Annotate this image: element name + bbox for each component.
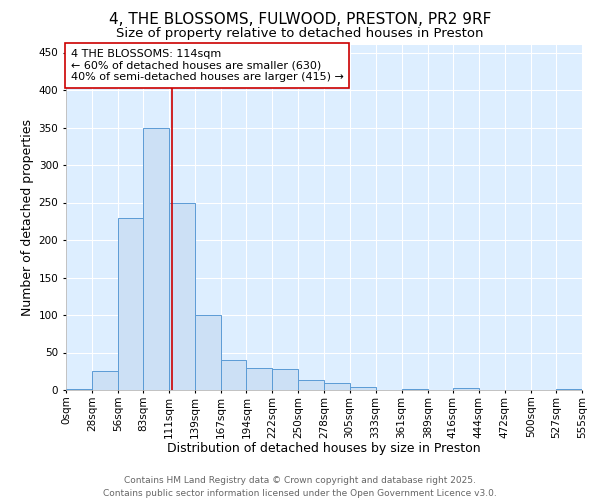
Bar (143, 128, 169, 390)
Text: Size of property relative to detached houses in Preston: Size of property relative to detached ho… (116, 28, 484, 40)
Bar (325, 382, 350, 390)
Bar (401, 388, 428, 390)
Bar (92, 371, 118, 390)
Bar (221, 360, 247, 390)
Text: 4 THE BLOSSOMS: 114sqm
← 60% of detached houses are smaller (630)
40% of semi-de: 4 THE BLOSSOMS: 114sqm ← 60% of detached… (71, 49, 344, 82)
Text: 4, THE BLOSSOMS, FULWOOD, PRESTON, PR2 9RF: 4, THE BLOSSOMS, FULWOOD, PRESTON, PR2 9… (109, 12, 491, 28)
Bar (247, 368, 272, 390)
Bar (298, 380, 325, 390)
Bar (195, 315, 221, 390)
Bar (272, 369, 298, 390)
X-axis label: Distribution of detached houses by size in Preston: Distribution of detached houses by size … (167, 442, 481, 455)
Bar (453, 388, 479, 390)
Bar (350, 387, 376, 390)
Text: Contains HM Land Registry data © Crown copyright and database right 2025.
Contai: Contains HM Land Registry data © Crown c… (103, 476, 497, 498)
Y-axis label: Number of detached properties: Number of detached properties (22, 119, 34, 316)
Bar (169, 202, 195, 390)
Bar (556, 388, 582, 390)
Bar (118, 218, 143, 390)
Bar (66, 388, 92, 390)
